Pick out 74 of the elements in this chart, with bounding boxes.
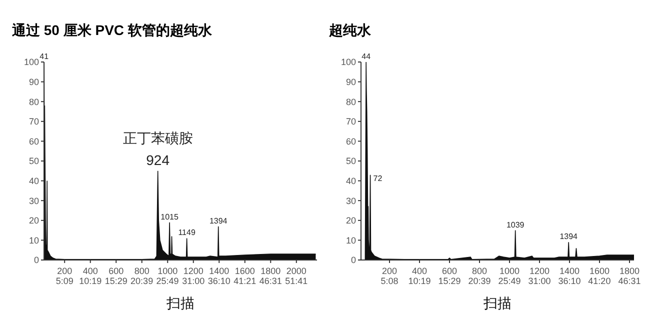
annotation: 44 bbox=[362, 52, 372, 61]
x2-tick-label: 5:09 bbox=[56, 276, 74, 286]
x2-tick-label: 25:49 bbox=[498, 276, 521, 286]
annotation: 1394 bbox=[560, 232, 578, 242]
x-axis-title: 扫描 bbox=[482, 295, 512, 311]
x2-tick-label: 20:39 bbox=[468, 276, 491, 286]
y-tick-label: 40 bbox=[346, 176, 356, 186]
x-tick-label: 1800 bbox=[260, 266, 281, 276]
x-tick-label: 1200 bbox=[183, 266, 204, 276]
y-tick-label: 60 bbox=[28, 136, 39, 146]
x-tick-label: 1400 bbox=[209, 266, 230, 276]
y-tick-label: 30 bbox=[28, 196, 39, 206]
y-tick-label: 0 bbox=[350, 255, 356, 266]
x-tick-label: 1800 bbox=[619, 266, 640, 276]
x-tick-label: 400 bbox=[412, 266, 428, 276]
x2-tick-label: 15:29 bbox=[104, 276, 128, 286]
chart-title: 通过 50 厘米 PVC 软管的超纯水 bbox=[11, 21, 213, 40]
y-tick-label: 20 bbox=[346, 216, 356, 226]
y-tick-label: 90 bbox=[346, 76, 356, 87]
chart-title: 超纯水 bbox=[328, 21, 372, 40]
x2-tick-label: 10:19 bbox=[408, 276, 431, 286]
x2-tick-label: 15:29 bbox=[438, 276, 461, 286]
x-tick-label: 2000 bbox=[286, 266, 306, 276]
x2-tick-label: 25:49 bbox=[156, 276, 179, 286]
y-tick-label: 0 bbox=[34, 255, 39, 266]
x-tick-label: 1400 bbox=[559, 266, 580, 276]
x2-tick-label: 41:21 bbox=[234, 276, 256, 286]
y-tick-label: 90 bbox=[28, 76, 39, 87]
x2-tick-label: 20:39 bbox=[130, 276, 154, 286]
x2-tick-label: 46:31 bbox=[259, 276, 282, 286]
annotation: 72 bbox=[373, 174, 383, 183]
y-tick-label: 80 bbox=[28, 96, 39, 107]
x-tick-label: 200 bbox=[57, 266, 72, 276]
y-tick-label: 70 bbox=[28, 116, 39, 127]
y-tick-label: 100 bbox=[24, 57, 39, 68]
x-tick-label: 400 bbox=[82, 266, 98, 276]
x2-tick-label: 10:19 bbox=[79, 276, 102, 286]
x2-tick-label: 41:20 bbox=[588, 276, 611, 286]
y-tick-label: 50 bbox=[346, 156, 356, 166]
y-tick-label: 10 bbox=[346, 235, 356, 246]
x-axis-title: 扫描 bbox=[166, 295, 194, 311]
x2-tick-label: 51:41 bbox=[285, 276, 308, 286]
x2-tick-label: 36:10 bbox=[558, 276, 581, 286]
x-tick-label: 1200 bbox=[529, 266, 550, 276]
x-tick-label: 1000 bbox=[158, 266, 178, 276]
x2-tick-label: 36:10 bbox=[208, 276, 230, 286]
y-tick-label: 70 bbox=[346, 116, 356, 127]
x2-tick-label: 46:31 bbox=[618, 276, 641, 286]
y-tick-label: 60 bbox=[346, 136, 356, 146]
y-tick-label: 80 bbox=[346, 96, 356, 107]
x-tick-label: 200 bbox=[382, 266, 398, 276]
y-tick-label: 100 bbox=[340, 57, 356, 68]
x-tick-label: 800 bbox=[472, 266, 488, 276]
y-tick-label: 50 bbox=[28, 156, 39, 166]
y-tick-label: 40 bbox=[28, 176, 39, 186]
x-tick-label: 600 bbox=[108, 266, 124, 276]
y-tick-label: 10 bbox=[28, 235, 39, 246]
annotation: 1394 bbox=[209, 216, 228, 226]
annotation: 1015 bbox=[160, 212, 180, 222]
annotation: 1149 bbox=[178, 228, 196, 238]
x-tick-label: 800 bbox=[134, 266, 150, 276]
x-tick-label: 1000 bbox=[499, 266, 520, 276]
annotation: 924 bbox=[146, 152, 170, 168]
x2-tick-label: 31:00 bbox=[528, 276, 551, 286]
annotation: 正丁苯磺胺 bbox=[122, 130, 193, 146]
x-tick-label: 1600 bbox=[234, 266, 255, 276]
x-tick-label: 1600 bbox=[589, 266, 610, 276]
x2-tick-label: 5:08 bbox=[380, 276, 398, 286]
x2-tick-label: 31:00 bbox=[182, 276, 205, 286]
y-tick-label: 20 bbox=[28, 216, 39, 226]
y-tick-label: 30 bbox=[346, 196, 356, 206]
annotation: 1039 bbox=[506, 220, 525, 230]
x-tick-label: 600 bbox=[442, 266, 458, 276]
annotation: 41 bbox=[40, 52, 50, 61]
